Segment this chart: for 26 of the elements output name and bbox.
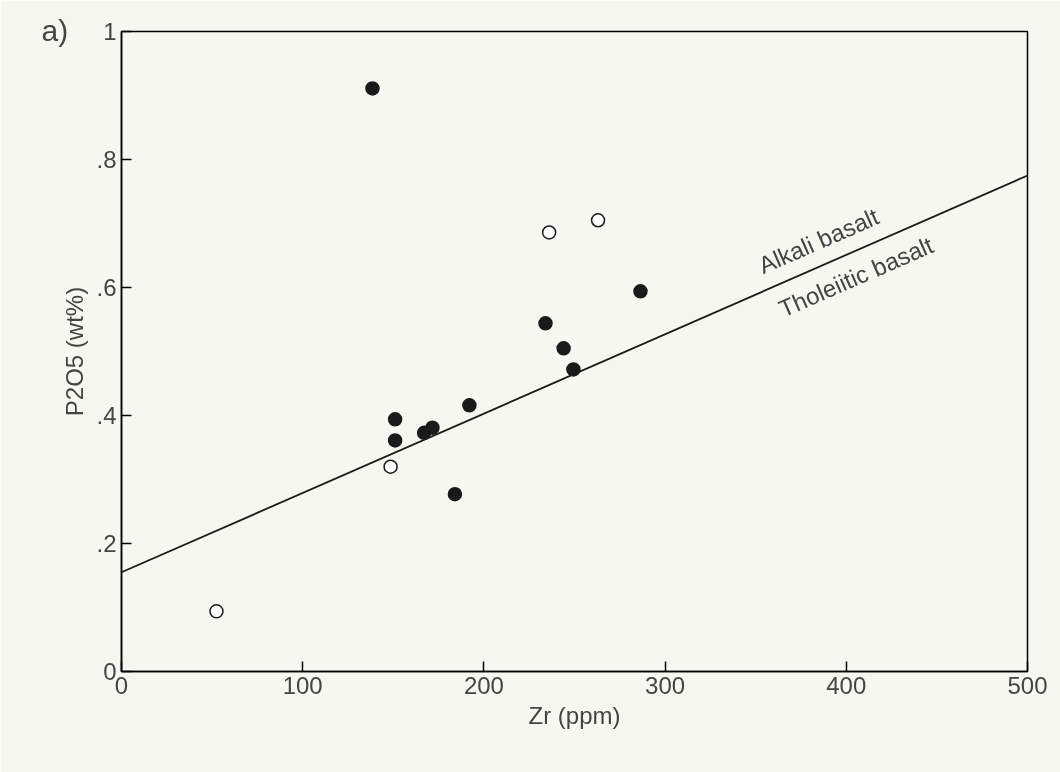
y-axis-title: P2O5 (wt%) (61, 286, 89, 417)
y-tick-label: .6 (96, 274, 117, 301)
y-tick-label: .4 (96, 402, 117, 429)
x-tick-label: 300 (645, 671, 686, 699)
point (541, 225, 557, 240)
point (462, 398, 477, 413)
point (538, 316, 553, 331)
point (383, 459, 398, 474)
chart-title: a) (41, 13, 69, 47)
x-tick-label: 100 (282, 671, 323, 699)
point (633, 284, 648, 299)
x-tick-label: 400 (826, 671, 867, 699)
point (425, 420, 440, 435)
point (387, 412, 403, 427)
point (590, 213, 606, 228)
y-tick-label: .2 (96, 530, 117, 557)
point (556, 341, 571, 356)
point (387, 433, 403, 448)
y-tick-label: .8 (96, 146, 117, 173)
y-tick-label: 1 (103, 18, 117, 45)
x-tick-label: 500 (1007, 671, 1048, 699)
point (365, 81, 380, 96)
x-axis-title: Zr (ppm) (528, 701, 621, 729)
x-tick-label: 200 (463, 671, 504, 699)
point (447, 486, 463, 502)
point (209, 604, 224, 619)
